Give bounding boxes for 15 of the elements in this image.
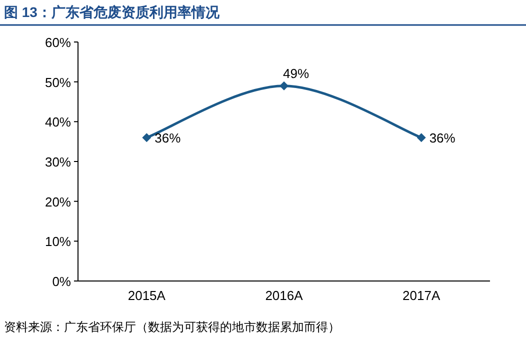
y-tick-label: 40% — [44, 114, 72, 130]
data-label: 36% — [429, 130, 456, 146]
x-tick-label: 2015A — [128, 288, 166, 303]
y-tick-label: 10% — [44, 234, 72, 250]
chart-title: 图 13：广东省危废资质利用率情况 — [4, 4, 220, 20]
data-label: 36% — [154, 130, 182, 146]
y-tick-label: 50% — [44, 74, 72, 90]
y-tick-label: 60% — [44, 35, 72, 50]
x-tick-label: 2016A — [265, 288, 304, 303]
y-tick-label: 30% — [44, 154, 72, 170]
y-tick-label: 0% — [52, 274, 72, 289]
y-tick-label: 20% — [44, 194, 72, 210]
data-label: 49% — [282, 66, 310, 81]
x-tick-label: 2017A — [402, 288, 440, 303]
text: 资料来源：广东省环保厅（数据为可获得的地市数据累加而得） — [4, 320, 340, 334]
